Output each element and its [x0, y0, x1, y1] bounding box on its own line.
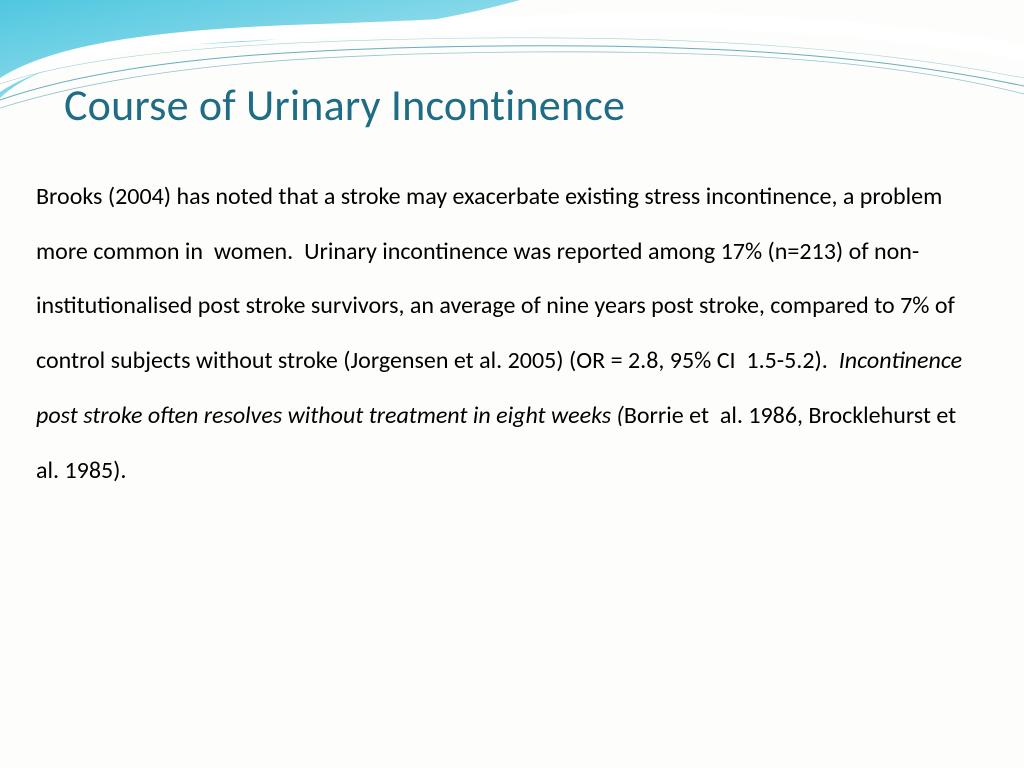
body-segment-intro: Brooks (2004) has noted that a stroke ma…	[36, 182, 960, 375]
slide-body-text: Brooks (2004) has noted that a stroke ma…	[36, 170, 976, 498]
slide-title: Course of Urinary Incontinence	[64, 78, 625, 132]
